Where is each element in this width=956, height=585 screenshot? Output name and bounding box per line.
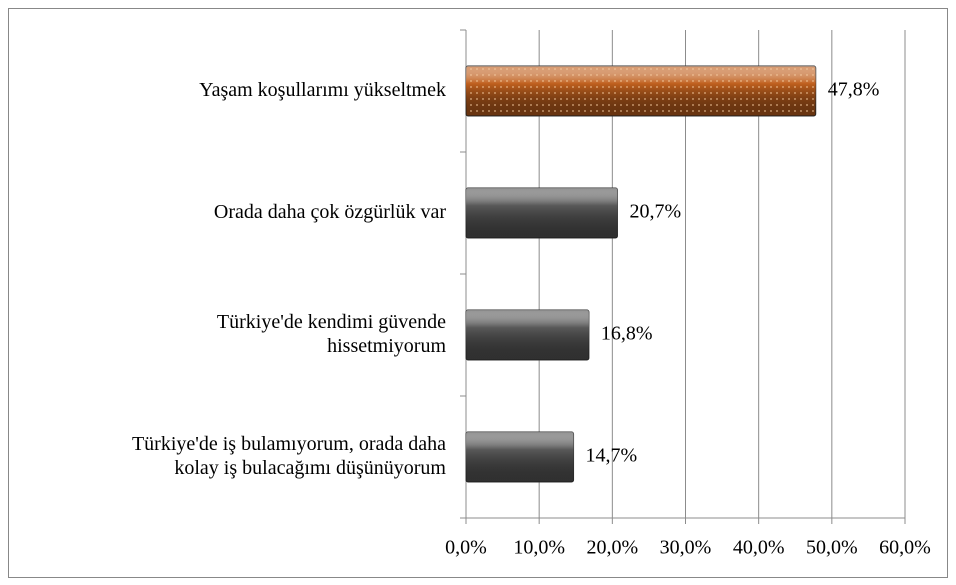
bar-shade bbox=[466, 432, 574, 482]
x-tick-label: 0,0% bbox=[445, 537, 487, 559]
value-label: 20,7% bbox=[629, 201, 681, 223]
bar-shade bbox=[466, 310, 589, 360]
value-label: 14,7% bbox=[586, 445, 638, 467]
value-label: 16,8% bbox=[601, 323, 653, 345]
category-label: Orada daha çok özgürlük var bbox=[214, 201, 446, 223]
category-label: Yaşam koşullarımı yükseltmek bbox=[199, 79, 446, 101]
x-tick-label: 30,0% bbox=[660, 537, 712, 559]
x-tick-label: 40,0% bbox=[733, 537, 785, 559]
x-tick-label: 20,0% bbox=[586, 537, 638, 559]
category-label: Türkiye'de kendimi güvende hissetmiyorum bbox=[217, 311, 447, 357]
x-tick-label: 50,0% bbox=[806, 537, 858, 559]
x-tick-label: 10,0% bbox=[513, 537, 565, 559]
category-label: Türkiye'de iş bulamıyorum, orada daha kol… bbox=[132, 433, 446, 479]
bar-texture bbox=[466, 66, 816, 116]
x-tick-label: 60,0% bbox=[879, 537, 931, 559]
value-label: 47,8% bbox=[828, 79, 880, 101]
bar-shade bbox=[466, 188, 618, 238]
